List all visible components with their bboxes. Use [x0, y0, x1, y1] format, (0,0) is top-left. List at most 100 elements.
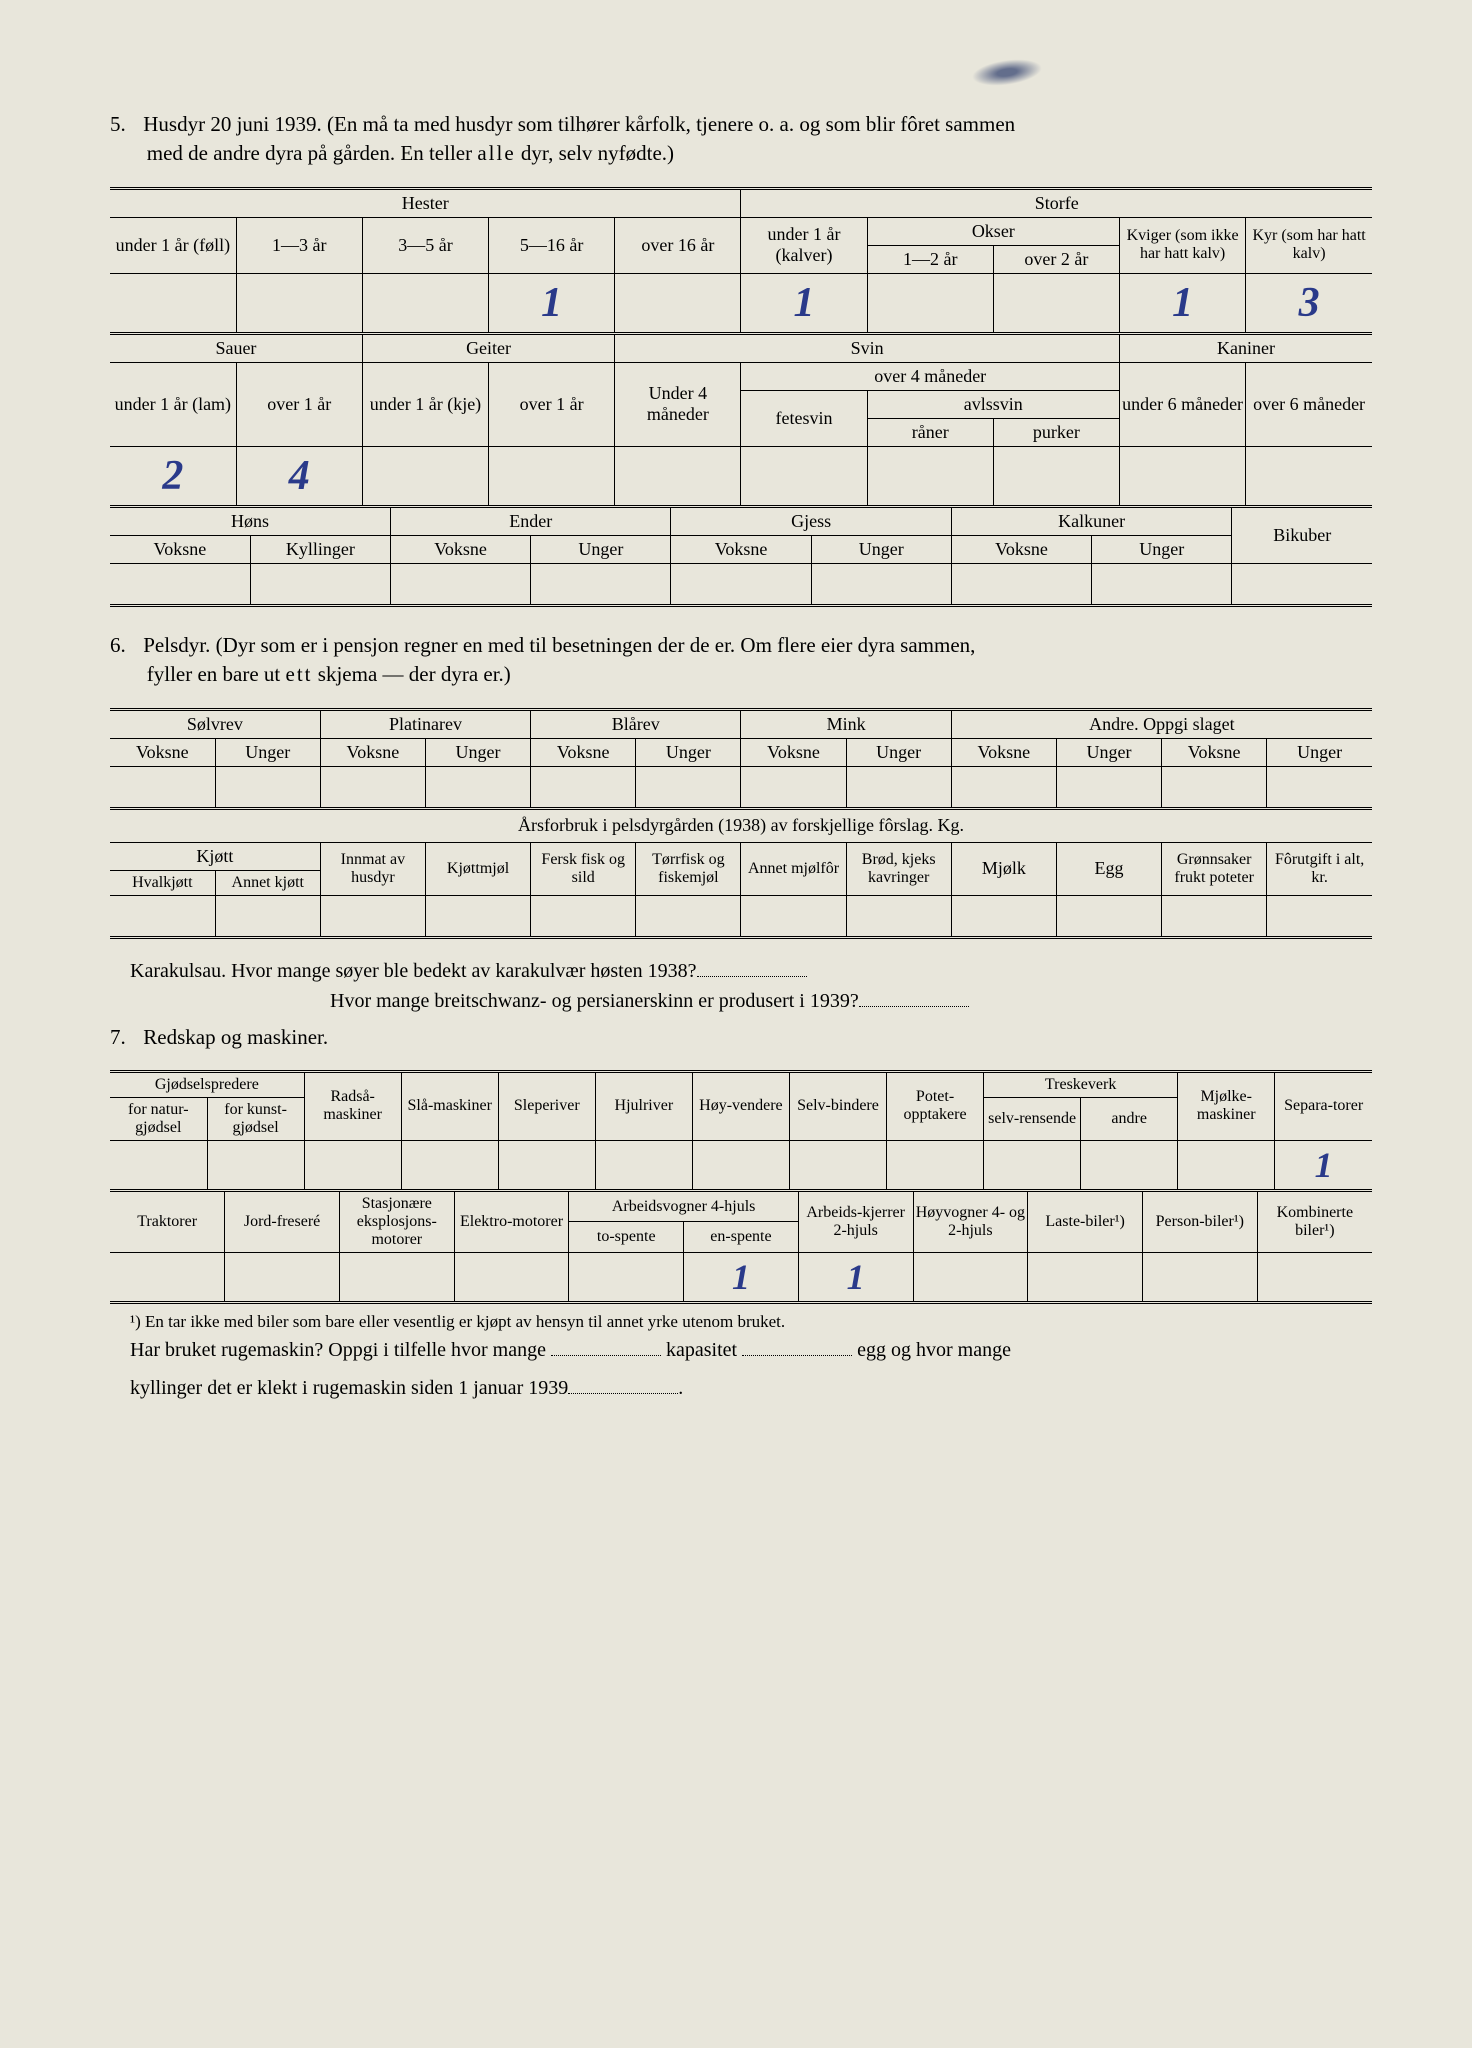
h-unger: Unger [811, 535, 951, 563]
v-arbeidskjerrer: 1 [798, 1252, 913, 1302]
cell [236, 273, 362, 333]
hdr-hester: Hester [110, 188, 741, 217]
h-lastebiler: Laste-biler¹) [1028, 1191, 1143, 1252]
h-unger: Unger [1267, 738, 1372, 766]
h-mjolke: Mjølke-maskiner [1178, 1071, 1275, 1140]
h-kjottmjol: Kjøttmjøl [425, 842, 530, 895]
hdr-kalkuner: Kalkuner [951, 507, 1232, 535]
section7-num: 7. [110, 1023, 138, 1052]
cell [110, 563, 250, 605]
cell [636, 766, 741, 808]
hdr-solvrev: Sølvrev [110, 709, 320, 738]
cell [225, 1252, 340, 1302]
h-voksne: Voksne [951, 535, 1091, 563]
cell [951, 895, 1056, 937]
cell [867, 273, 993, 333]
h-selvbindere: Selv-bindere [789, 1071, 886, 1140]
cell [811, 563, 951, 605]
dotted-field[interactable] [859, 989, 969, 1007]
section5-header: 5. Husdyr 20 juni 1939. (En må ta med hu… [110, 110, 1372, 169]
v-lam: 2 [110, 446, 236, 506]
dotted-field[interactable] [697, 959, 807, 977]
h-andre: andre [1081, 1097, 1178, 1140]
cell [390, 563, 530, 605]
cell [1267, 766, 1372, 808]
h-over1: over 1 år [236, 362, 362, 446]
footnote1: ¹) En tar ikke med biler som bare eller … [130, 1312, 1372, 1332]
hdr-platinarev: Platinarev [320, 709, 530, 738]
h-gronnsaker: Grønnsaker frukt poteter [1162, 842, 1267, 895]
cell [110, 273, 236, 333]
cell [1246, 446, 1372, 506]
cell [741, 766, 846, 808]
h-radsa: Radså-maskiner [304, 1071, 401, 1140]
cell [362, 446, 488, 506]
h-treskeverk: Treskeverk [984, 1071, 1178, 1097]
h-kjott: Kjøtt [110, 842, 320, 870]
q1-text-b: kapasitet [666, 1339, 737, 1361]
cell [569, 1252, 684, 1302]
cell [741, 446, 867, 506]
table-redskap2: Traktorer Jord-freseré Stasjonære eksplo… [110, 1191, 1372, 1304]
cell [951, 563, 1091, 605]
cell [615, 273, 741, 333]
section5-line1: Husdyr 20 juni 1939. (En må ta med husdy… [143, 112, 1015, 136]
h-under1foll: under 1 år (føll) [110, 217, 236, 273]
cell [215, 766, 320, 808]
h-voksne: Voksne [951, 738, 1056, 766]
dotted-field[interactable] [568, 1376, 678, 1394]
cell [1028, 1252, 1143, 1302]
h-unger: Unger [215, 738, 320, 766]
h-arbeidsvogner: Arbeidsvogner 4-hjuls [569, 1191, 798, 1222]
cell [1257, 1252, 1372, 1302]
dotted-field[interactable] [551, 1338, 661, 1356]
v-enspente: 1 [684, 1252, 799, 1302]
h-under1kalver: under 1 år (kalver) [741, 217, 867, 273]
h-potet: Potet-opptakere [887, 1071, 984, 1140]
cell [913, 1252, 1028, 1302]
cell [401, 1140, 498, 1190]
table-hons: Høns Ender Gjess Kalkuner Bikuber Voksne… [110, 507, 1372, 607]
hdr-geiter: Geiter [362, 334, 614, 362]
h-egg: Egg [1056, 842, 1161, 895]
hdr-ender: Ender [390, 507, 670, 535]
v-kviger: 1 [1120, 273, 1246, 333]
section5-num: 5. [110, 110, 138, 139]
cell [1142, 1252, 1257, 1302]
h-voksne: Voksne [531, 738, 636, 766]
h-separa: Separa-torer [1275, 1071, 1372, 1140]
h-ferskfisk: Fersk fisk og sild [531, 842, 636, 895]
cell [846, 766, 951, 808]
section6-line2c: skjema — der dyra er.) [313, 662, 511, 686]
section6-header: 6. Pelsdyr. (Dyr som er i pensjon regner… [110, 631, 1372, 690]
h-enspente: en-spente [684, 1222, 799, 1253]
h-annetmjolfor: Annet mjølfôr [741, 842, 846, 895]
h-voksne: Voksne [110, 535, 250, 563]
cell [1267, 895, 1372, 937]
h-jordfresere: Jord-freseré [225, 1191, 340, 1252]
h-sleperiver: Sleperiver [498, 1071, 595, 1140]
cell [993, 273, 1119, 333]
dotted-field[interactable] [742, 1338, 852, 1356]
h-fetesvin: fetesvin [741, 390, 867, 446]
h-selvrens: selv-rensende [984, 1097, 1081, 1140]
karakul-q2: Hvor mange breitschwanz- og persianerski… [330, 989, 1372, 1013]
h-mjolk: Mjølk [951, 842, 1056, 895]
h-kyr: Kyr (som har hatt kalv) [1246, 217, 1372, 273]
cell [362, 273, 488, 333]
cell [1232, 563, 1372, 605]
section5-line2a: med de andre dyra på gården. En teller [147, 141, 478, 165]
cell [993, 446, 1119, 506]
h-sla: Slå-maskiner [401, 1071, 498, 1140]
h-natur: for natur-gjødsel [110, 1097, 207, 1140]
h-over16: over 16 år [615, 217, 741, 273]
cell [867, 446, 993, 506]
h-voksne: Voksne [110, 738, 215, 766]
h-hjulriver: Hjulriver [595, 1071, 692, 1140]
table-sauer-svin: Sauer Geiter Svin Kaniner under 1 år (la… [110, 334, 1372, 508]
section6-line2a: fyller en bare ut [147, 662, 286, 686]
h-arbeidskjerrer: Arbeids-kjerrer 2-hjuls [798, 1191, 913, 1252]
h-under6m: under 6 måneder [1120, 362, 1246, 446]
hdr-blarev: Blårev [531, 709, 741, 738]
h-kunst: for kunst-gjødsel [207, 1097, 304, 1140]
